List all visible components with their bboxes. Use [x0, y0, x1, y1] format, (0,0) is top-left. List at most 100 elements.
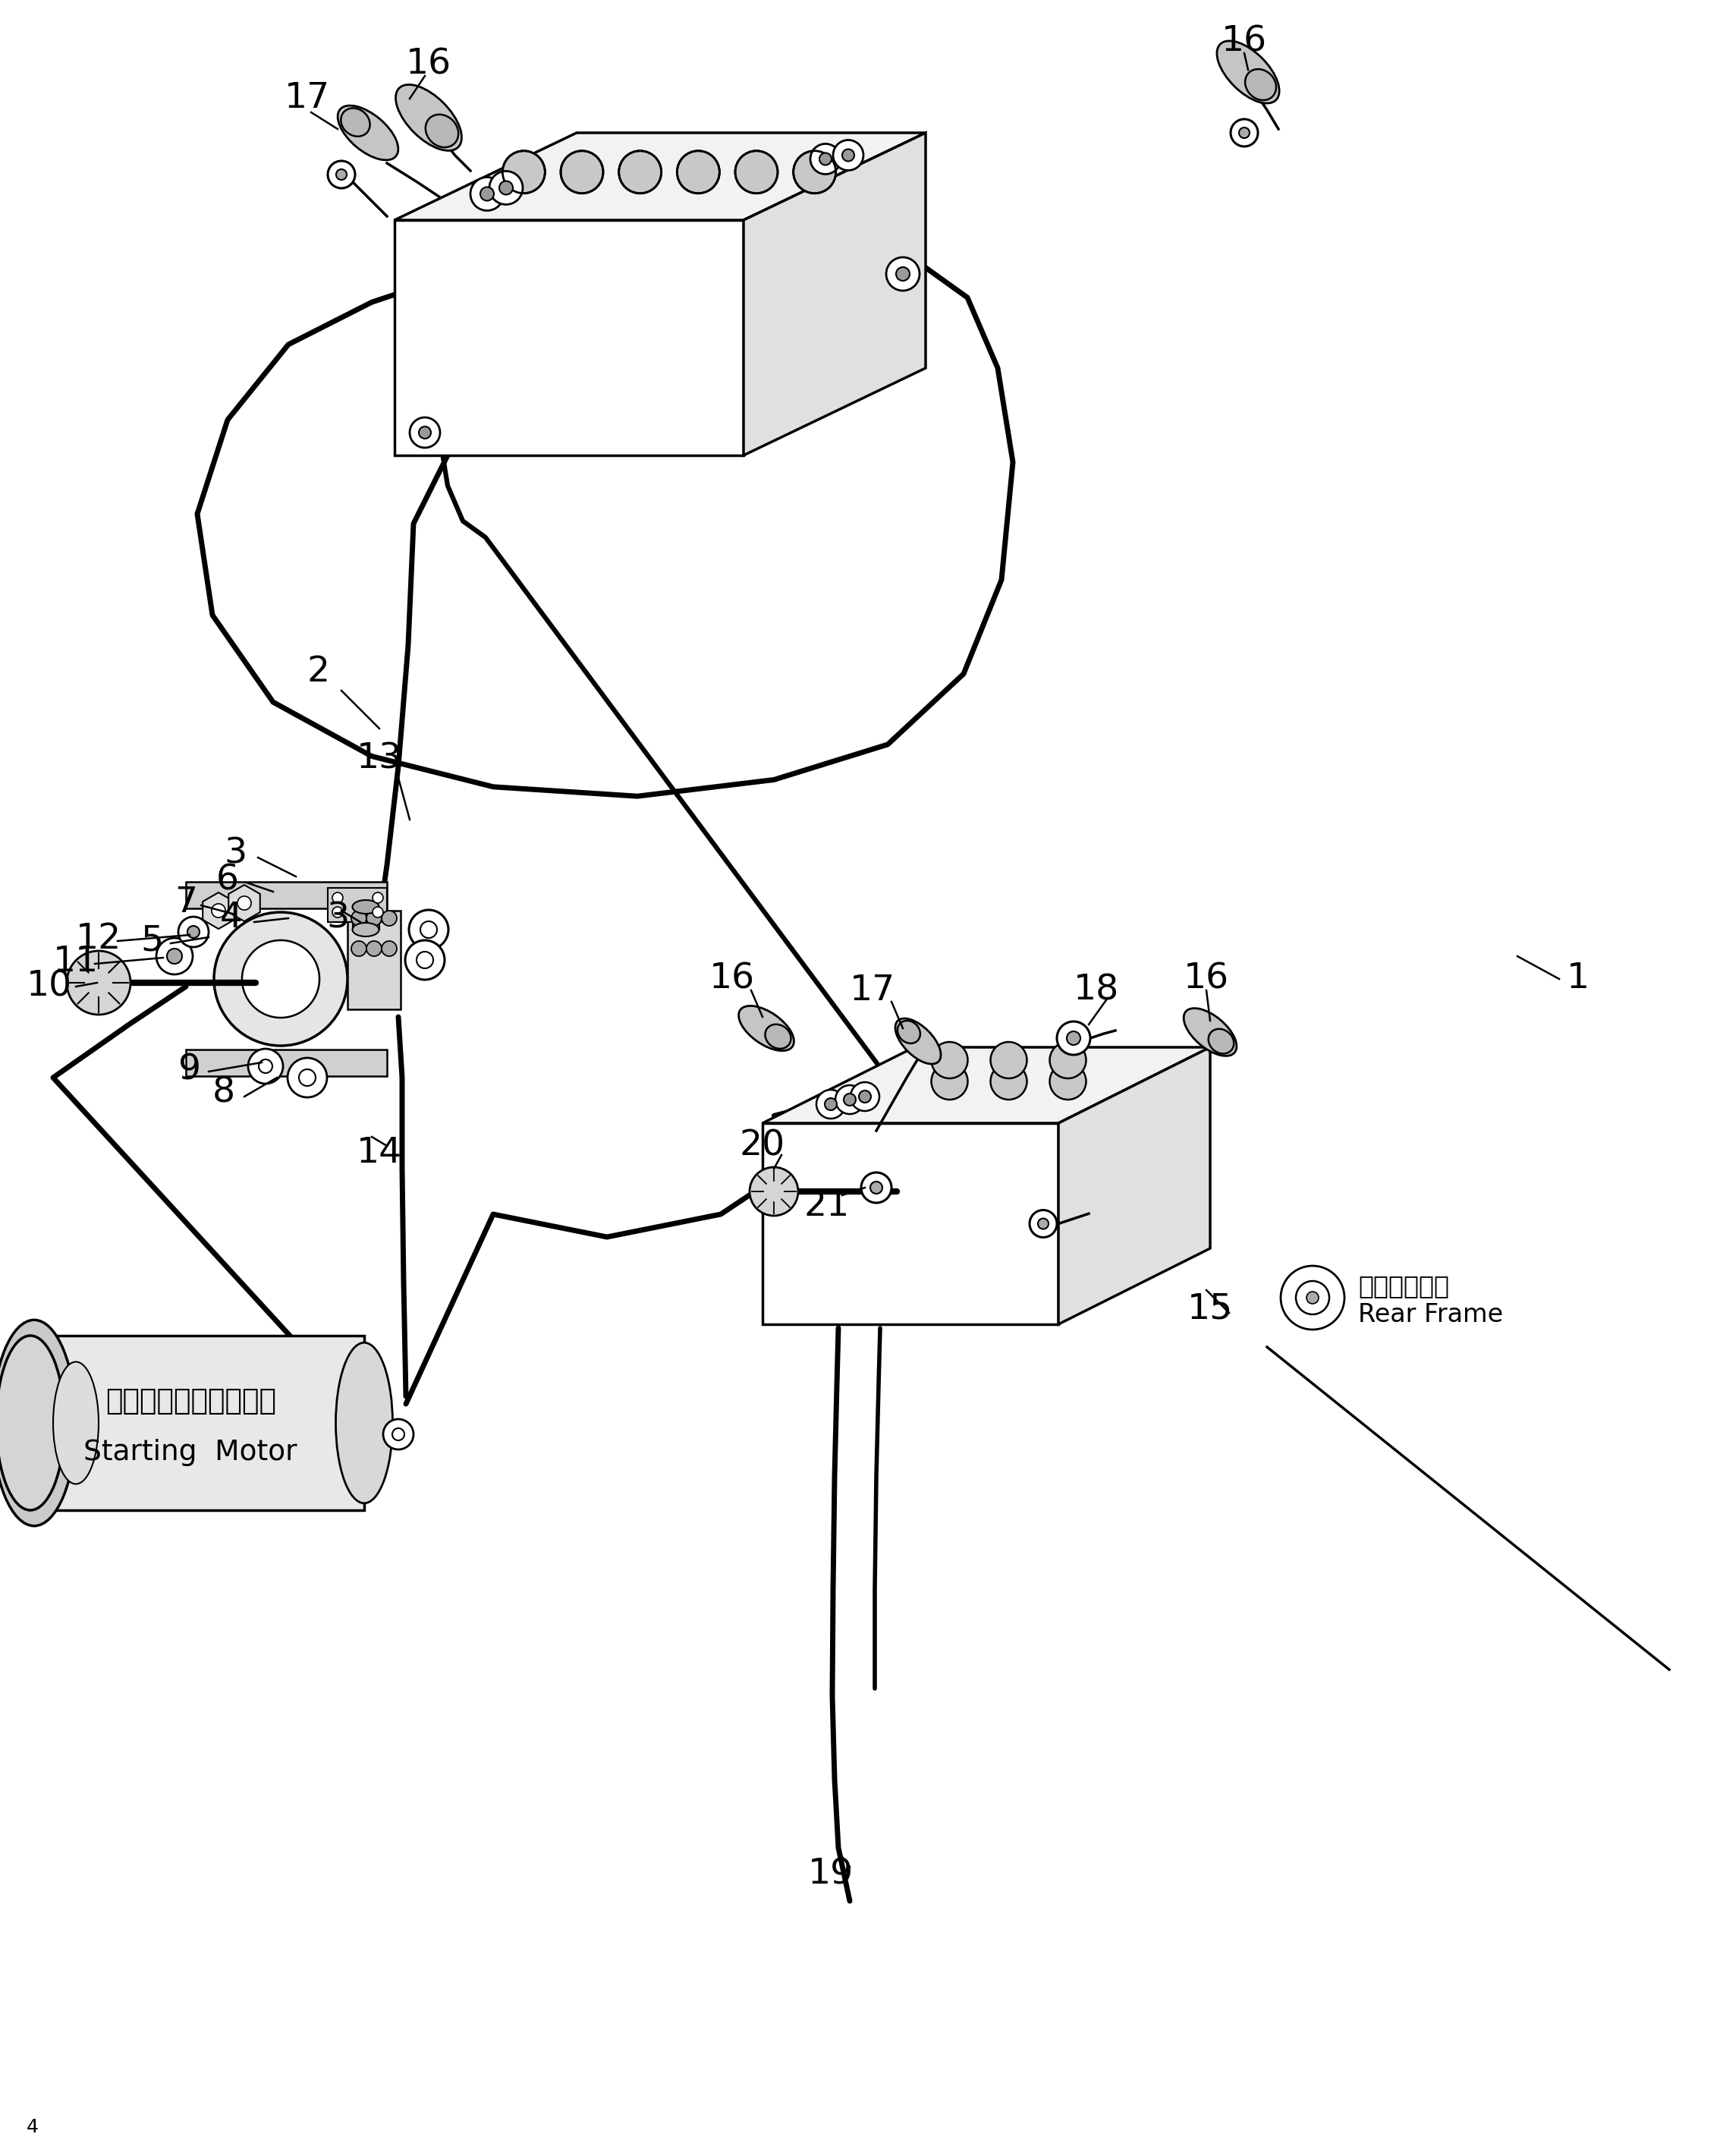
- Circle shape: [418, 427, 432, 438]
- Circle shape: [824, 1097, 838, 1110]
- Text: リヤフレーム: リヤフレーム: [1359, 1274, 1450, 1298]
- Polygon shape: [394, 134, 925, 220]
- Circle shape: [931, 1063, 968, 1100]
- Circle shape: [335, 168, 347, 179]
- Text: 16: 16: [406, 47, 451, 82]
- Polygon shape: [762, 1123, 1058, 1324]
- Ellipse shape: [1183, 1009, 1237, 1056]
- Circle shape: [299, 1069, 316, 1087]
- Polygon shape: [762, 1048, 1211, 1123]
- Polygon shape: [186, 1050, 387, 1076]
- Circle shape: [67, 951, 131, 1015]
- Text: 6: 6: [217, 862, 239, 897]
- Text: 17: 17: [850, 972, 896, 1007]
- Circle shape: [1238, 127, 1250, 138]
- Polygon shape: [203, 893, 234, 929]
- Text: 16: 16: [709, 962, 755, 996]
- Text: 21: 21: [805, 1190, 850, 1225]
- Circle shape: [845, 1093, 857, 1106]
- Circle shape: [1037, 1218, 1049, 1229]
- Text: 17: 17: [284, 82, 330, 116]
- Text: 2: 2: [308, 655, 330, 688]
- Circle shape: [366, 910, 382, 925]
- Circle shape: [1230, 119, 1257, 147]
- Circle shape: [258, 1059, 272, 1074]
- Circle shape: [409, 910, 449, 949]
- Circle shape: [480, 188, 494, 201]
- Ellipse shape: [425, 114, 459, 147]
- Circle shape: [373, 893, 384, 903]
- Circle shape: [896, 267, 910, 280]
- Ellipse shape: [53, 1363, 98, 1483]
- Circle shape: [862, 1173, 891, 1203]
- Circle shape: [373, 908, 384, 918]
- Ellipse shape: [1245, 69, 1276, 99]
- Text: 15: 15: [1187, 1291, 1233, 1326]
- Circle shape: [384, 1419, 413, 1449]
- Text: 12: 12: [76, 923, 122, 957]
- Circle shape: [167, 949, 182, 964]
- Text: 5: 5: [141, 925, 163, 957]
- Circle shape: [248, 1048, 284, 1084]
- Circle shape: [858, 1091, 870, 1102]
- Circle shape: [1030, 1210, 1056, 1238]
- Circle shape: [157, 938, 193, 975]
- Ellipse shape: [335, 1343, 392, 1503]
- Circle shape: [1049, 1041, 1085, 1078]
- Polygon shape: [347, 910, 401, 1009]
- Circle shape: [991, 1041, 1027, 1078]
- Circle shape: [332, 908, 342, 918]
- Text: 14: 14: [356, 1136, 402, 1171]
- Polygon shape: [353, 908, 380, 929]
- Circle shape: [870, 1181, 882, 1194]
- Circle shape: [1056, 1022, 1090, 1054]
- Text: 1: 1: [1567, 962, 1589, 996]
- Circle shape: [351, 940, 366, 957]
- Circle shape: [382, 940, 397, 957]
- Circle shape: [793, 151, 836, 194]
- Circle shape: [406, 940, 444, 979]
- Ellipse shape: [396, 84, 461, 151]
- Text: 19: 19: [808, 1856, 853, 1891]
- Text: 10: 10: [26, 970, 72, 1005]
- Circle shape: [1281, 1266, 1345, 1330]
- Text: 8: 8: [212, 1076, 236, 1110]
- Text: 11: 11: [53, 944, 98, 979]
- Circle shape: [750, 1166, 798, 1216]
- Circle shape: [366, 940, 382, 957]
- Circle shape: [1049, 1063, 1085, 1100]
- Circle shape: [212, 903, 225, 918]
- Circle shape: [329, 162, 354, 188]
- Ellipse shape: [1216, 41, 1280, 103]
- Circle shape: [810, 144, 841, 175]
- Circle shape: [490, 170, 523, 205]
- Text: 4: 4: [26, 2117, 38, 2137]
- Ellipse shape: [341, 108, 370, 136]
- Circle shape: [420, 921, 437, 938]
- Circle shape: [843, 149, 855, 162]
- Text: 9: 9: [179, 1052, 201, 1087]
- Circle shape: [931, 1041, 968, 1078]
- Circle shape: [470, 177, 504, 211]
- Ellipse shape: [894, 1018, 941, 1065]
- Polygon shape: [394, 220, 743, 455]
- Ellipse shape: [0, 1319, 76, 1526]
- Circle shape: [332, 893, 342, 903]
- Circle shape: [409, 418, 440, 448]
- Circle shape: [1307, 1291, 1319, 1304]
- Circle shape: [179, 916, 208, 946]
- Circle shape: [213, 912, 347, 1046]
- Circle shape: [850, 1082, 879, 1110]
- Circle shape: [416, 951, 433, 968]
- Text: 3: 3: [224, 837, 246, 871]
- Polygon shape: [329, 888, 387, 923]
- Text: 16: 16: [1183, 962, 1230, 996]
- Circle shape: [502, 151, 545, 194]
- Circle shape: [836, 1084, 863, 1115]
- Circle shape: [678, 151, 719, 194]
- Polygon shape: [186, 882, 387, 908]
- Text: 13: 13: [356, 742, 402, 776]
- Text: 7: 7: [174, 886, 198, 921]
- Ellipse shape: [738, 1007, 795, 1050]
- Polygon shape: [31, 1337, 365, 1509]
